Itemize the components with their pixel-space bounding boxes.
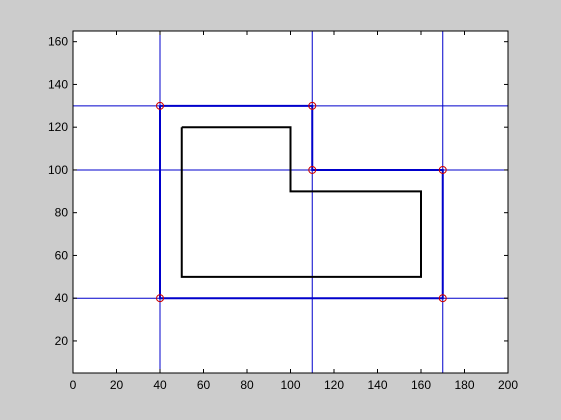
y-tick-label: 20 <box>55 334 69 348</box>
x-tick-label: 120 <box>324 378 344 392</box>
vertex-markers <box>156 101 447 303</box>
x-tick-label: 140 <box>367 378 387 392</box>
data-series <box>159 104 444 300</box>
y-tick-label: 60 <box>55 248 69 262</box>
vertex-marker <box>438 165 447 174</box>
x-tick-label: 0 <box>70 378 77 392</box>
y-tick-label: 140 <box>48 77 68 91</box>
y-tick-label: 120 <box>48 120 68 134</box>
x-tick-label: 60 <box>197 378 211 392</box>
vertex-marker <box>308 101 317 110</box>
inner-outline-series <box>180 126 422 278</box>
x-tick-label: 80 <box>240 378 254 392</box>
vertex-marker <box>156 101 164 110</box>
outer-outline-series <box>159 104 444 300</box>
x-tick-label: 100 <box>280 378 300 392</box>
y-axis: 20 40 60 80 100 120 140 160 <box>48 35 508 348</box>
x-tick-label: 40 <box>153 378 167 392</box>
x-tick-label: 160 <box>411 378 431 392</box>
axes-background <box>73 31 508 373</box>
x-tick-label: 200 <box>498 378 518 392</box>
y-tick-label: 100 <box>48 163 68 177</box>
vertex-marker <box>156 294 164 303</box>
x-tick-label: 180 <box>454 378 474 392</box>
vertex-marker <box>308 165 317 174</box>
y-tick-label: 40 <box>55 291 69 305</box>
y-tick-label: 160 <box>48 35 68 49</box>
x-tick-label: 20 <box>110 378 124 392</box>
vertex-marker <box>438 294 447 303</box>
x-axis: 0 20 40 60 80 100 120 140 160 180 200 <box>70 31 518 392</box>
y-tick-label: 80 <box>55 206 69 220</box>
